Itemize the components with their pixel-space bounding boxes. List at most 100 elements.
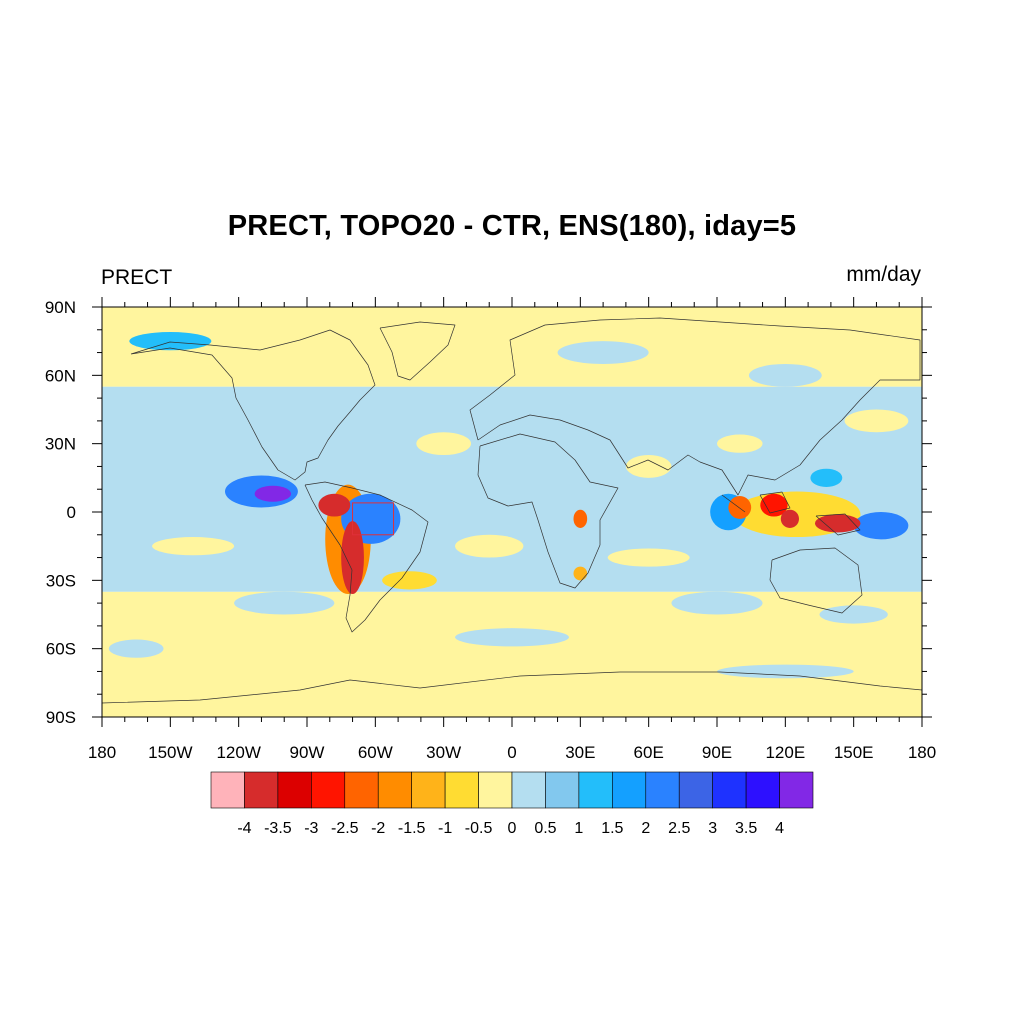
field-blotch-5 — [748, 363, 822, 387]
lon-tick-label: 150W — [148, 743, 192, 762]
axis-ticks — [92, 297, 932, 727]
field-blotch-18 — [108, 639, 164, 658]
field-blotch-10 — [607, 548, 690, 567]
anomaly-borneo-deficit — [760, 493, 788, 517]
field-blotch-19 — [717, 664, 854, 679]
colorbar-label: -3 — [304, 820, 318, 837]
coastline-africa — [477, 433, 619, 589]
anomaly-andes-central-deficit — [341, 521, 364, 594]
colorbar-label: 1.5 — [601, 820, 623, 837]
colorbar-swatch — [444, 771, 479, 809]
background-region-1 — [102, 591, 922, 717]
coastline-australia — [769, 547, 863, 614]
units-label: mm/day — [846, 263, 921, 286]
colorbar-label: -2.5 — [331, 820, 359, 837]
colorbar: -4 -3.5 -3 -2.5 -2 -1.5 -1 -0.5 0 0.5 1 1.5 2 2.5 3 3.5… — [210, 771, 814, 837]
lat-tick-label: 30N — [45, 435, 76, 454]
colorbar-label: 2 — [641, 820, 650, 837]
anomaly-eastern-tropical-pacific-max — [254, 485, 292, 502]
colorbar-swatch — [511, 771, 546, 809]
colorbar-swatch — [545, 771, 580, 809]
field-blotch-2 — [124, 459, 171, 474]
anomaly-east-africa-deficit — [573, 509, 588, 528]
variable-label: PRECT — [101, 266, 173, 289]
colorbar-label: -4 — [237, 820, 251, 837]
colorbar-swatch — [344, 771, 379, 809]
field-blotch-17 — [625, 455, 672, 478]
colorbar-label: 0.5 — [534, 820, 556, 837]
lon-tick-label: 0 — [507, 743, 516, 762]
colorbar-swatch — [277, 771, 312, 809]
colorbar-label: 2.5 — [668, 820, 690, 837]
anomaly-philippine-sea-positive — [810, 468, 843, 487]
coastline-antarctica — [102, 671, 922, 704]
colorbar-label: 3 — [708, 820, 717, 837]
field-blotch-0 — [129, 332, 212, 351]
coastline-eurasia — [469, 317, 921, 496]
colorbar-label: 1 — [574, 820, 583, 837]
lat-tick-label: 60N — [45, 366, 76, 385]
colorbar-swatch — [478, 771, 513, 809]
colorbar-label: 0 — [508, 820, 517, 837]
field-blotch-4 — [557, 341, 649, 364]
field-blotch-16 — [416, 432, 471, 456]
field-blotch-8 — [234, 591, 335, 615]
lon-tick-label: 120E — [765, 743, 805, 762]
colorbar-swatch — [678, 771, 713, 809]
colorbar-swatch — [712, 771, 747, 809]
field-blotch-3 — [434, 354, 499, 374]
lat-tick-label: 90S — [46, 708, 76, 727]
field-blotch-11 — [671, 591, 763, 615]
lon-tick-label: 120W — [216, 743, 260, 762]
lon-tick-label: 180 — [88, 743, 116, 762]
anomaly-south-atlantic-convergence — [382, 571, 437, 590]
colorbar-label: -0.5 — [465, 820, 493, 837]
colorbar-label: -1 — [438, 820, 452, 837]
lat-tick-label: 30S — [46, 571, 76, 590]
field-blotch-14 — [329, 639, 421, 658]
longitude-labels: 180 150W 120W 90W 60W 30W 0 30E 60E 90E 120E 150E 18… — [88, 743, 936, 762]
anomaly-western-pacific-positive — [853, 512, 909, 540]
lat-tick-label: 0 — [67, 503, 76, 522]
lon-tick-label: 60E — [634, 743, 664, 762]
lat-tick-label: 60S — [46, 640, 76, 659]
field-blotch-9 — [455, 534, 524, 558]
colorbar-swatch — [377, 771, 412, 809]
coastline-north-america — [130, 329, 376, 481]
region-box — [352, 502, 395, 536]
anomaly-sumatra-deficit — [728, 496, 752, 519]
colorbar-swatch — [411, 771, 446, 809]
latitude-labels: 90N 60N 30N 0 30S 60S 90S — [45, 298, 76, 727]
colorbar-label: 4 — [775, 820, 784, 837]
lon-tick-label: 180 — [908, 743, 936, 762]
coastlines — [102, 317, 922, 704]
colorbar-swatch — [612, 771, 647, 809]
highlight-box — [352, 502, 395, 536]
field-blotch-15 — [717, 434, 763, 453]
colorbar-swatch — [779, 771, 814, 809]
colorbar-swatch — [745, 771, 780, 809]
lat-tick-label: 90N — [45, 298, 76, 317]
anomaly-sulawesi-deficit — [780, 509, 800, 528]
lon-tick-label: 60W — [358, 743, 393, 762]
colorbar-label: -2 — [371, 820, 385, 837]
lon-tick-label: 30W — [426, 743, 461, 762]
colorbar-swatch — [244, 771, 279, 809]
precipitation-field — [102, 307, 922, 717]
colorbar-label: 3.5 — [735, 820, 757, 837]
coastline-greenland — [379, 321, 456, 381]
field-blotch-13 — [455, 628, 569, 647]
field-blotch-12 — [819, 605, 888, 624]
field-blotch-6 — [844, 409, 909, 433]
colorbar-swatch — [645, 771, 680, 809]
colorbar-label: -1.5 — [398, 820, 426, 837]
field-blotch-7 — [152, 537, 235, 556]
lon-tick-label: 90W — [290, 743, 325, 762]
plot-title: PRECT, TOPO20 - CTR, ENS(180), iday=5 — [227, 210, 797, 242]
colorbar-label: -3.5 — [264, 820, 292, 837]
anomaly-madagascar-deficit — [573, 566, 588, 581]
anomaly-andes-north-deficit — [318, 493, 351, 517]
field-blotch-1 — [211, 398, 266, 421]
